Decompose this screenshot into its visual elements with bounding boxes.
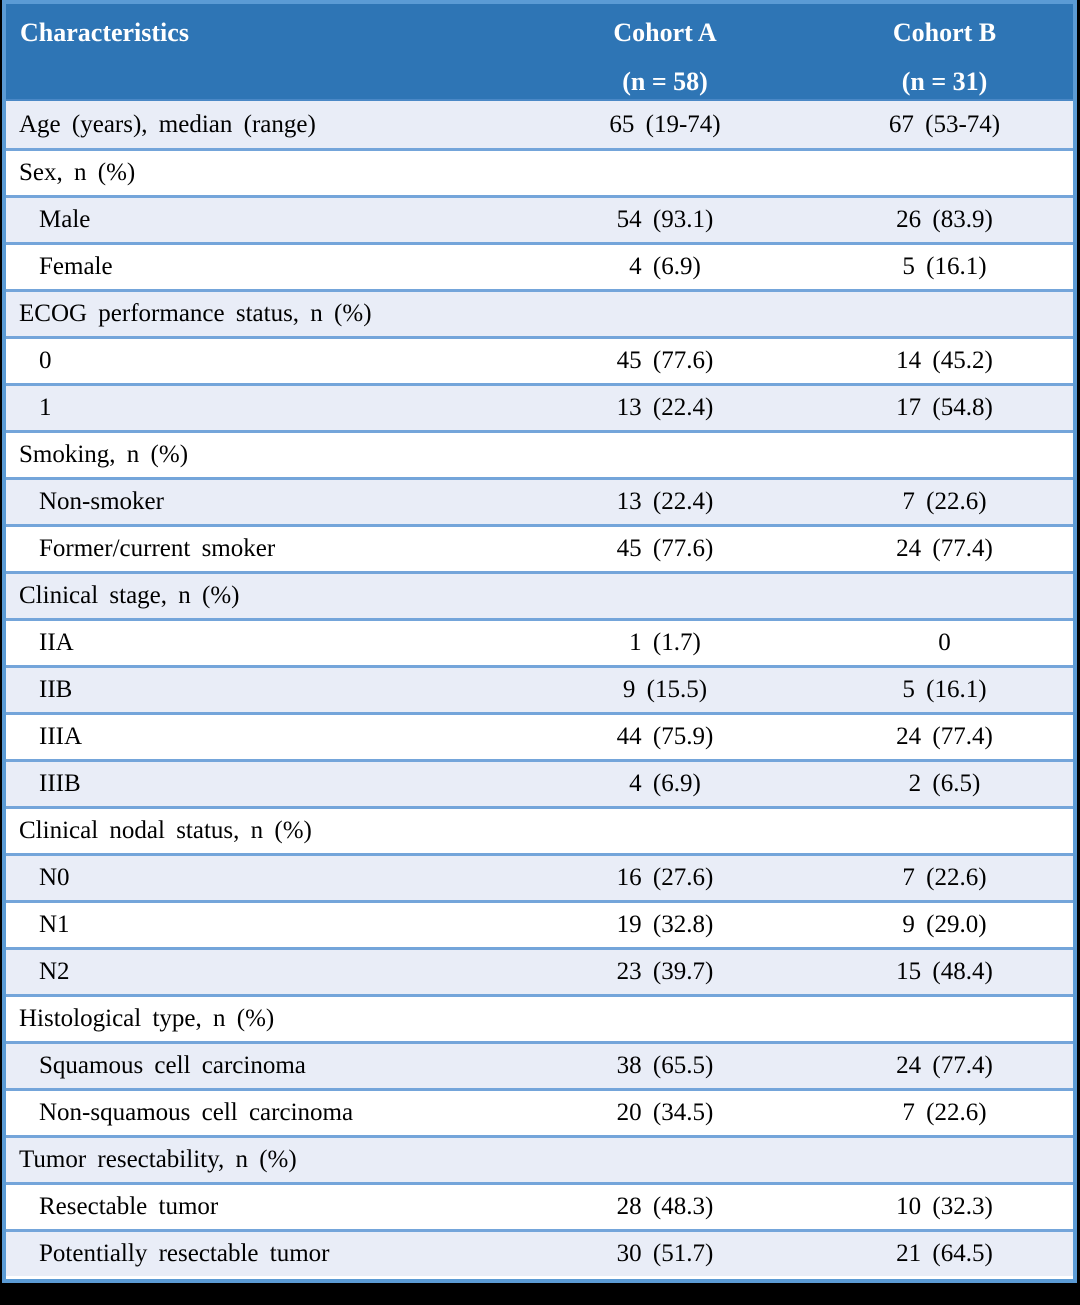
table-header-row: Characteristics Cohort A (n = 58) Cohort… xyxy=(6,4,1073,101)
table-row: 1 13 (22.4) 17 (54.8) xyxy=(6,383,1073,430)
table-row: Non-smoker 13 (22.4) 7 (22.6) xyxy=(6,477,1073,524)
row-label: Former/current smoker xyxy=(39,535,276,562)
cohort-b-value: 5 (16.1) xyxy=(902,253,987,280)
table-row: IIB 9 (15.5) 5 (16.1) xyxy=(6,665,1073,712)
cohort-b-value: 24 (77.4) xyxy=(896,1052,993,1079)
row-label: 1 xyxy=(39,394,52,421)
cohort-b-value: 24 (77.4) xyxy=(896,723,993,750)
table-row: Female 4 (6.9) 5 (16.1) xyxy=(6,242,1073,289)
cohort-a-value: 23 (39.7) xyxy=(616,958,714,985)
table-row: Non-squamous cell carcinoma 20 (34.5) 7 … xyxy=(6,1088,1073,1135)
row-label: IIB xyxy=(39,676,73,703)
table-row: Sex, n (%) xyxy=(6,148,1073,195)
cohort-a-value: 44 (75.9) xyxy=(616,723,714,750)
table-row: IIA 1 (1.7) 0 xyxy=(6,618,1073,665)
table-row: Male 54 (93.1) 26 (83.9) xyxy=(6,195,1073,242)
cohort-b-value: 21 (64.5) xyxy=(896,1240,993,1267)
cohort-a-value: 30 (51.7) xyxy=(616,1240,714,1267)
cohort-b-value: 15 (48.4) xyxy=(896,958,993,985)
table-row: IIIB 4 (6.9) 2 (6.5) xyxy=(6,759,1073,806)
row-label: 0 xyxy=(39,347,52,374)
table-row: Tumor resectability, n (%) xyxy=(6,1135,1073,1182)
cohort-b-n: (n = 31) xyxy=(901,67,988,96)
cohort-a-value: 4 (6.9) xyxy=(629,770,701,797)
row-label: Tumor resectability, n (%) xyxy=(19,1146,297,1173)
characteristics-table: Characteristics Cohort A (n = 58) Cohort… xyxy=(2,0,1077,1283)
row-label: Squamous cell carcinoma xyxy=(39,1052,306,1079)
cohort-b-value: 17 (54.8) xyxy=(896,394,993,421)
header-cell-cohort-a: Cohort A (n = 58) xyxy=(514,4,816,99)
cohort-b-value: 24 (77.4) xyxy=(896,535,993,562)
cohort-a-n: (n = 58) xyxy=(622,67,708,96)
cohort-b-name: Cohort B xyxy=(892,18,997,47)
cohort-a-value: 1 (1.7) xyxy=(629,629,701,656)
table-row: Clinical nodal status, n (%) xyxy=(6,806,1073,853)
table-row: 0 45 (77.6) 14 (45.2) xyxy=(6,336,1073,383)
cohort-b-value: 9 (29.0) xyxy=(902,911,987,938)
table-row: Resectable tumor 28 (48.3) 10 (32.3) xyxy=(6,1182,1073,1229)
cohort-b-value: 7 (22.6) xyxy=(902,864,987,891)
row-label: Male xyxy=(39,206,91,233)
row-label: Non-squamous cell carcinoma xyxy=(39,1099,354,1126)
table-row: Potentially resectable tumor 30 (51.7) 2… xyxy=(6,1229,1073,1276)
table-row: N1 19 (32.8) 9 (29.0) xyxy=(6,900,1073,947)
table-row: IIIA 44 (75.9) 24 (77.4) xyxy=(6,712,1073,759)
cohort-a-value: 16 (27.6) xyxy=(616,864,714,891)
row-label: IIIA xyxy=(39,723,83,750)
cohort-b-value: 0 xyxy=(938,629,951,656)
cohort-a-value: 13 (22.4) xyxy=(616,488,714,515)
cohort-a-value: 28 (48.3) xyxy=(616,1193,714,1220)
table-row: ECOG performance status, n (%) xyxy=(6,289,1073,336)
row-label: Sex, n (%) xyxy=(19,159,136,186)
row-label: Non-smoker xyxy=(39,488,164,515)
table-row: Smoking, n (%) xyxy=(6,430,1073,477)
cohort-a-value: 38 (65.5) xyxy=(616,1052,714,1079)
row-label: Smoking, n (%) xyxy=(19,441,189,468)
table-row: Age (years), median (range) 65 (19-74) 6… xyxy=(6,101,1073,148)
row-label: Clinical nodal status, n (%) xyxy=(19,817,312,844)
row-label: IIA xyxy=(39,629,74,656)
cohort-b-value: 7 (22.6) xyxy=(902,488,987,515)
cohort-a-value: 20 (34.5) xyxy=(616,1099,714,1126)
row-label: Histological type, n (%) xyxy=(19,1005,275,1032)
table-body: Age (years), median (range) 65 (19-74) 6… xyxy=(6,101,1073,1279)
cohort-a-value: 65 (19-74) xyxy=(609,110,721,138)
table-row: Clinical stage, n (%) xyxy=(6,571,1073,618)
table-row: Histological type, n (%) xyxy=(6,994,1073,1041)
cohort-a-name: Cohort A xyxy=(613,18,717,47)
cohort-a-value: 9 (15.5) xyxy=(622,676,708,703)
cohort-b-value: 14 (45.2) xyxy=(896,347,993,374)
row-label: Female xyxy=(39,253,113,280)
row-label: Clinical stage, n (%) xyxy=(19,582,240,609)
cohort-a-value: 19 (32.8) xyxy=(616,911,714,938)
cohort-a-value: 4 (6.9) xyxy=(629,253,701,280)
cohort-a-value: 54 (93.1) xyxy=(616,206,714,233)
table-row: N0 16 (27.6) 7 (22.6) xyxy=(6,853,1073,900)
row-label: N0 xyxy=(39,864,70,891)
cohort-a-value: 13 (22.4) xyxy=(616,394,714,421)
table-row: Squamous cell carcinoma 38 (65.5) 24 (77… xyxy=(6,1041,1073,1088)
cohort-b-value: 26 (83.9) xyxy=(896,206,993,233)
row-label: N2 xyxy=(39,958,70,985)
cohort-a-value: 45 (77.6) xyxy=(616,347,714,374)
row-label: IIIB xyxy=(39,770,81,797)
row-label: Age (years), median (range) xyxy=(19,110,316,138)
table-row: Former/current smoker 45 (77.6) 24 (77.4… xyxy=(6,524,1073,571)
row-label: N1 xyxy=(39,911,70,938)
cohort-b-value: 7 (22.6) xyxy=(902,1099,987,1126)
header-cell-cohort-b: Cohort B (n = 31) xyxy=(816,4,1073,99)
cohort-a-value: 45 (77.6) xyxy=(616,535,714,562)
row-label: Potentially resectable tumor xyxy=(39,1240,330,1267)
cohort-b-value: 5 (16.1) xyxy=(902,676,987,703)
cohort-b-value: 10 (32.3) xyxy=(896,1193,993,1220)
row-label: Resectable tumor xyxy=(39,1193,219,1220)
cohort-b-value: 2 (6.5) xyxy=(908,770,981,797)
header-cell-characteristics: Characteristics xyxy=(20,18,189,47)
cohort-b-value: 67 (53-74) xyxy=(888,110,1001,138)
row-label: ECOG performance status, n (%) xyxy=(19,300,372,327)
table-row: N2 23 (39.7) 15 (48.4) xyxy=(6,947,1073,994)
